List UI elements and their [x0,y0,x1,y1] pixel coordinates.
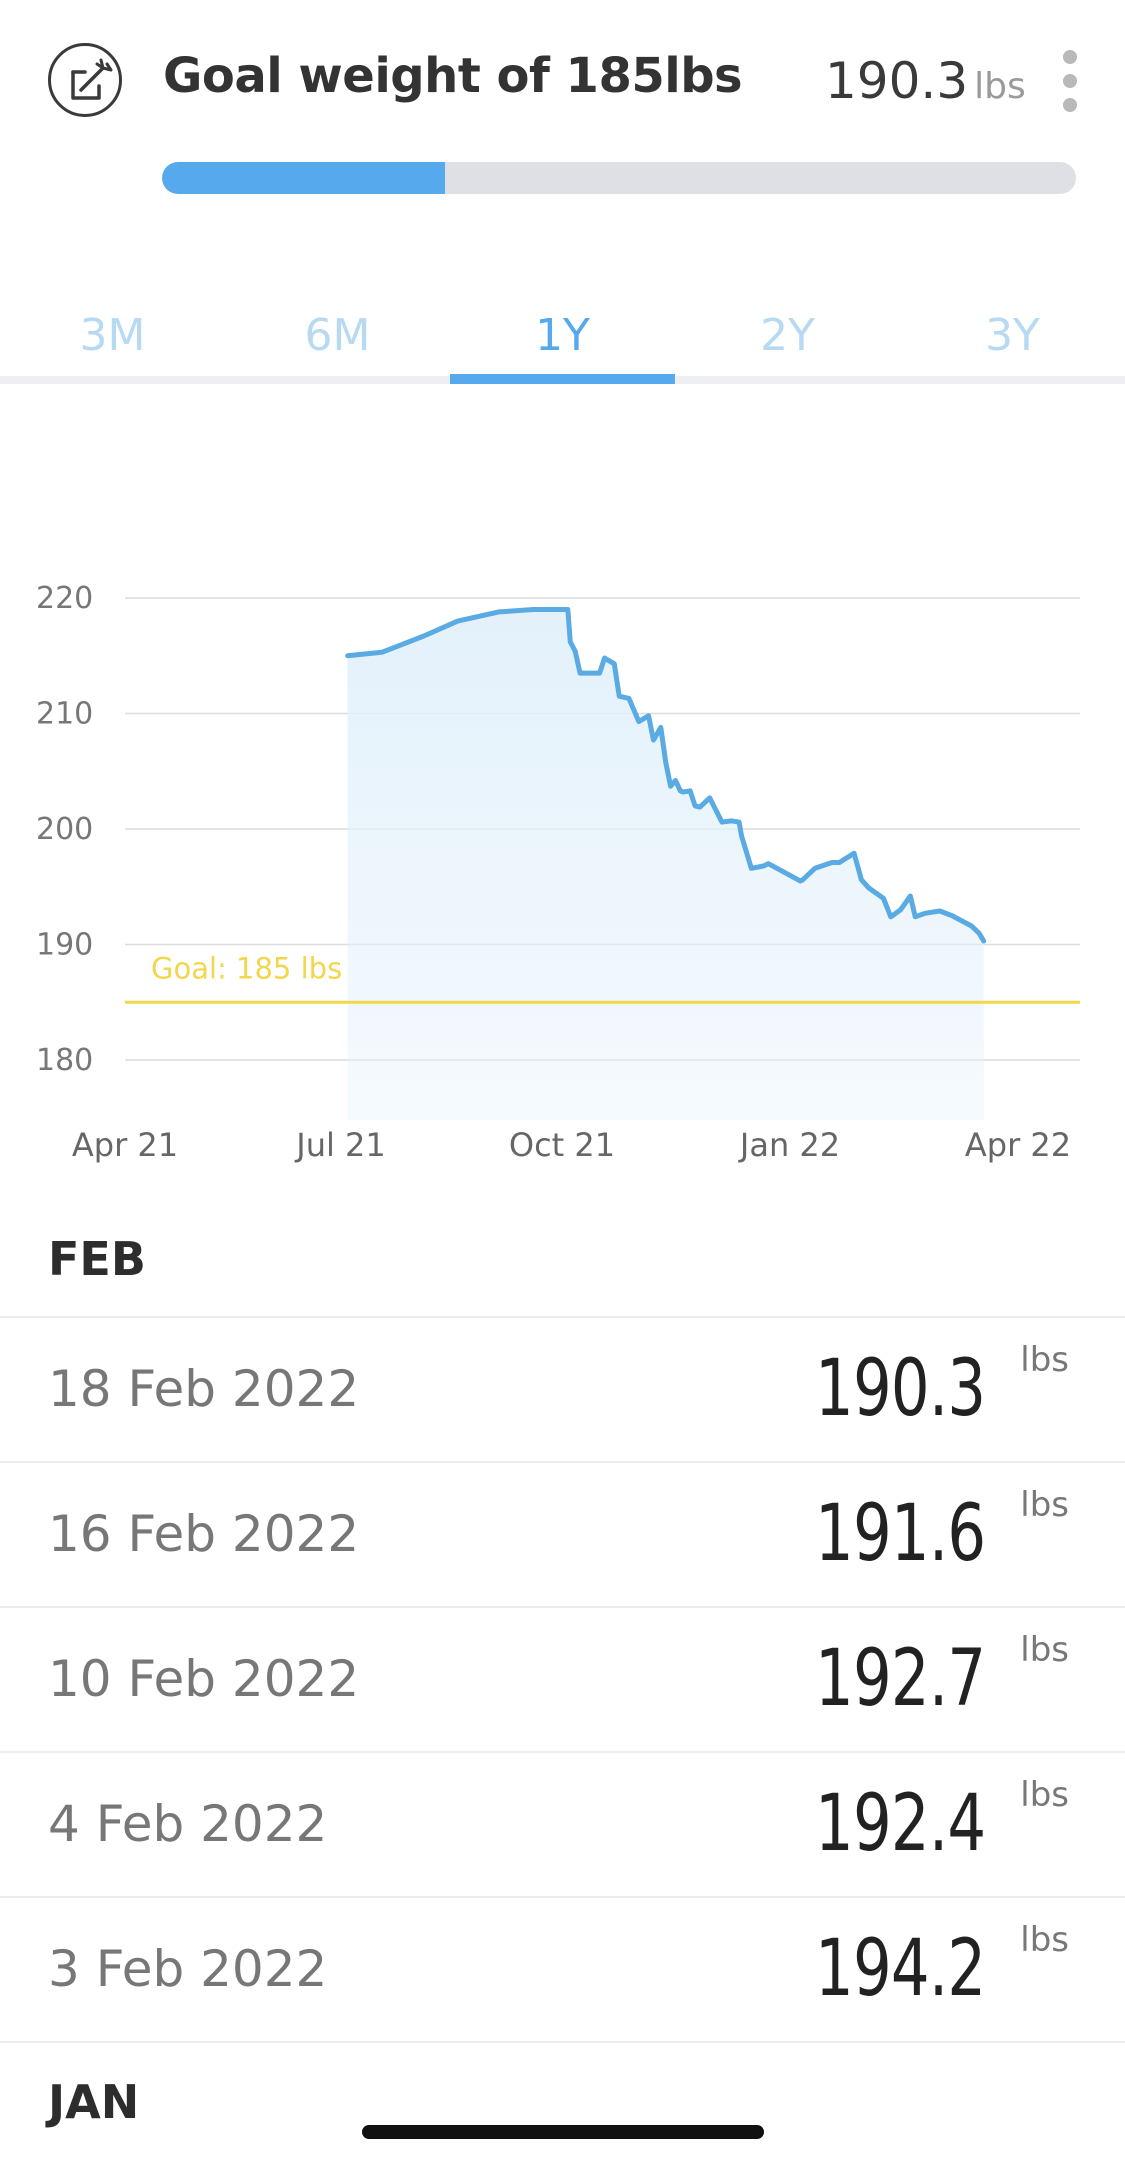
weight-chart-svg: 220 210 200 190 180 Apr 21 Jul 21 Oct 21 Jan 22 A… [36,581,1080,1164]
list-item[interactable]: 4 Feb 2022 192.4 lbs [0,1753,1125,1898]
tab-3y[interactable]: 3Y [985,310,1040,361]
divider [0,2041,1125,2043]
month-header-jan: JAN [48,2075,140,2129]
tab-1y[interactable]: 1Y [535,310,590,361]
more-options-button[interactable] [1055,50,1085,112]
tab-active-indicator [450,374,675,384]
range-tabs: 3M 6M 1Y 2Y 3Y [0,300,1125,386]
goal-progress-bar [162,162,1076,194]
divider [0,1316,1125,1318]
x-tick-label: Jul 21 [294,1126,386,1164]
entry-date: 18 Feb 2022 [48,1360,360,1418]
list-item[interactable]: 16 Feb 2022 191.6 lbs [0,1463,1125,1608]
y-tick-label: 200 [36,812,93,847]
entry-unit: lbs [1020,1485,1069,1525]
x-tick-label: Oct 21 [509,1126,615,1164]
entry-unit: lbs [1020,1920,1069,1960]
entry-date: 10 Feb 2022 [48,1650,360,1708]
entry-value: 194.2 [814,1924,986,2014]
y-tick-label: 220 [36,581,93,616]
current-weight-unit: lbs [974,66,1026,107]
home-indicator [362,2125,764,2139]
y-tick-label: 210 [36,697,93,732]
divider [0,1606,1125,1608]
tab-3m[interactable]: 3M [79,310,146,361]
x-tick-label: Jan 22 [738,1126,840,1164]
weight-line [345,607,987,944]
current-weight: 190.3 lbs [825,52,1026,110]
entry-unit: lbs [1020,1775,1069,1815]
goal-title: Goal weight of 185lbs [163,48,743,104]
entry-date: 4 Feb 2022 [48,1795,328,1853]
entry-value: 190.3 [814,1344,986,1434]
y-tick-label: 190 [36,928,93,963]
entry-unit: lbs [1020,1340,1069,1380]
tab-6m[interactable]: 6M [304,310,371,361]
list-item[interactable]: 10 Feb 2022 192.7 lbs [0,1608,1125,1753]
entry-date: 16 Feb 2022 [48,1505,360,1563]
entry-value: 192.4 [814,1779,986,1869]
entry-unit: lbs [1020,1630,1069,1670]
entry-value: 191.6 [814,1489,986,1579]
goal-target-icon [48,43,122,117]
current-weight-value: 190.3 [825,52,969,110]
weight-chart: 220 210 200 190 180 Apr 21 Jul 21 Oct 21 Jan 22 A… [0,560,1125,1180]
list-item[interactable]: 18 Feb 2022 190.3 lbs [0,1318,1125,1463]
more-vertical-icon [1063,50,1077,64]
y-tick-label: 180 [36,1043,93,1078]
goal-label: Goal: 185 lbs [151,951,342,985]
entry-value: 192.7 [814,1634,986,1724]
divider [0,1896,1125,1898]
goal-progress-fill [162,162,446,194]
x-tick-label: Apr 21 [72,1126,178,1164]
tab-2y[interactable]: 2Y [760,310,815,361]
divider [0,1751,1125,1753]
divider [0,1461,1125,1463]
list-item[interactable]: 3 Feb 2022 194.2 lbs [0,1898,1125,2043]
month-header-feb: FEB [48,1232,146,1286]
weight-area [347,609,984,1120]
x-tick-label: Apr 22 [965,1126,1071,1164]
entry-date: 3 Feb 2022 [48,1940,328,1998]
